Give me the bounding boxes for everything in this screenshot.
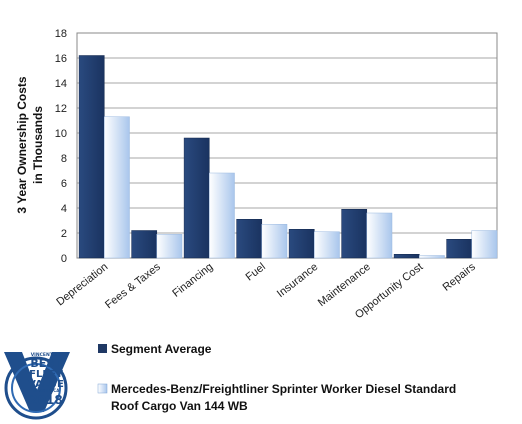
legend: Segment Average Mercedes-Benz/Freightlin… — [97, 342, 456, 413]
bar-sprinter — [419, 255, 445, 259]
bar-segment-average — [341, 209, 368, 259]
badge-ring — [4, 356, 68, 420]
bar-segment-average — [183, 137, 210, 259]
y-tick-label: 8 — [61, 153, 67, 165]
bar-sprinter — [314, 231, 340, 259]
x-tick-label: Depreciation — [54, 261, 110, 308]
y-tick-label: 16 — [55, 53, 67, 65]
badge-inner-ring — [11, 363, 61, 413]
y-tick-label: 14 — [55, 78, 67, 90]
x-tick-label: Financing — [170, 261, 215, 300]
bars — [78, 55, 498, 259]
x-tick-label: Fuel — [244, 261, 268, 284]
bar-segment-average — [393, 254, 420, 259]
bar-sprinter — [104, 116, 130, 259]
badge-in-america: IN AMERICA — [33, 388, 61, 393]
badge-v-shape — [4, 352, 70, 412]
plot-area — [76, 32, 498, 259]
bar-sprinter — [156, 234, 183, 259]
bar-segment-average — [288, 229, 315, 259]
badge-fleet: FLEET — [29, 369, 63, 380]
x-tick-label: Fees & Taxes — [103, 261, 163, 312]
best-fleet-value-badge: VINCENTRIC BEST FLEET VALUE IN AMERICA 2… — [4, 352, 70, 420]
bar-segment-average — [131, 230, 158, 259]
bar-segment-average — [78, 55, 105, 259]
x-tick-label: Insurance — [275, 261, 320, 300]
y-tick-label: 4 — [61, 203, 67, 215]
badge-value: VALUE — [28, 379, 64, 390]
y-axis-title-line2: in Thousands — [31, 106, 45, 184]
badge-year: 2018 — [29, 393, 62, 407]
bar-sprinter — [471, 230, 498, 259]
y-tick-label: 0 — [61, 253, 67, 265]
y-axis-title-line1: 3 Year Ownership Costs — [15, 76, 29, 213]
legend-swatch-segment-average — [98, 344, 107, 353]
y-tick-label: 18 — [55, 28, 67, 40]
badge-brand: VINCENTRIC — [31, 352, 62, 358]
y-tick-label: 10 — [55, 128, 67, 140]
y-tick-label: 12 — [55, 103, 67, 115]
y-tick-label: 6 — [61, 178, 67, 190]
bar-segment-average — [236, 219, 263, 259]
bar-sprinter — [261, 224, 288, 259]
bar-segment-average — [446, 239, 473, 259]
bar-sprinter — [209, 172, 235, 259]
x-tick-label: Repairs — [441, 261, 479, 294]
legend-label-sprinter-line2: Roof Cargo Van 144 WB — [111, 399, 248, 413]
legend-label-segment-average: Segment Average — [111, 342, 212, 356]
legend-swatch-sprinter — [97, 383, 108, 394]
legend-label-sprinter-line1: Mercedes-Benz/Freightliner Sprinter Work… — [111, 382, 456, 396]
y-axis-ticks: 0 2 4 6 8 10 12 14 16 18 — [55, 28, 67, 265]
badge-best: BEST — [30, 357, 62, 370]
y-tick-label: 2 — [61, 228, 67, 240]
bar-sprinter — [366, 212, 393, 259]
